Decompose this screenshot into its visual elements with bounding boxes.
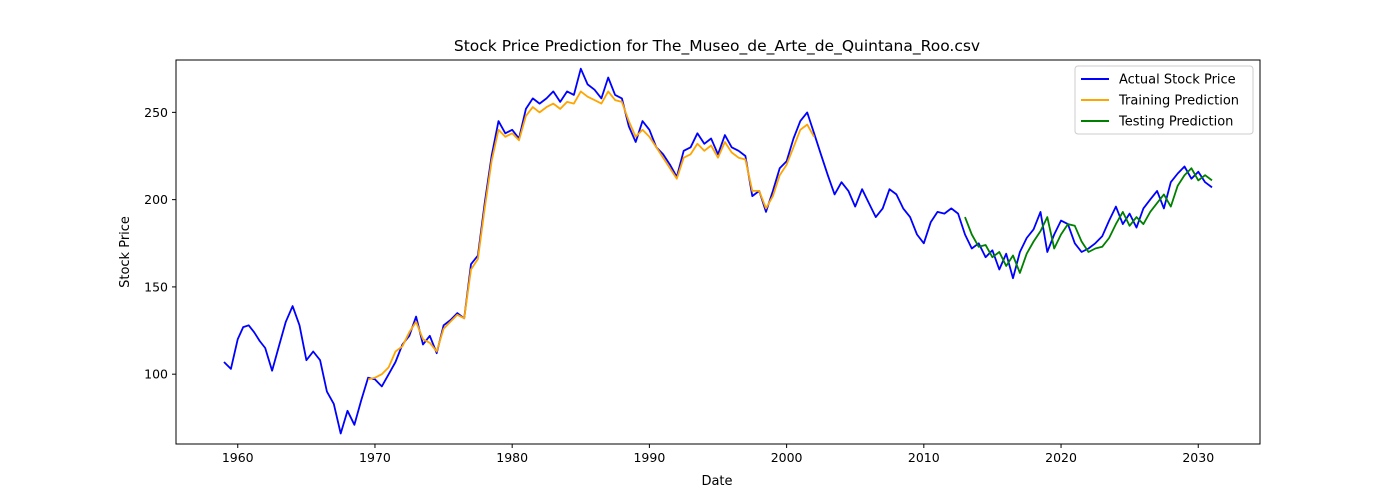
x-tick-label: 2000	[771, 450, 803, 465]
x-tick-label: 1970	[359, 450, 391, 465]
x-tick-label: 2030	[1182, 450, 1214, 465]
x-tick-label: 2010	[908, 450, 940, 465]
legend-label: Actual Stock Price	[1119, 73, 1236, 88]
x-axis: 1960 1970 1980 1990 2000 2010 2020 2030	[222, 444, 1214, 465]
legend-box	[1074, 65, 1254, 135]
x-axis-label: Date	[701, 474, 732, 489]
y-tick-label: 250	[144, 105, 168, 120]
y-tick-label: 150	[144, 279, 168, 294]
y-tick-label: 200	[144, 192, 168, 207]
series-line-testing-prediction	[964, 167, 1213, 274]
legend: Actual Stock Price Training Prediction Tes…	[1074, 65, 1254, 135]
series-line-actual-stock-price	[223, 67, 1213, 435]
legend-label: Training Prediction	[1118, 94, 1239, 109]
series-line-training-prediction	[367, 90, 815, 381]
x-tick-label: 1960	[222, 450, 254, 465]
x-tick-label: 2020	[1045, 450, 1077, 465]
legend-label: Testing Prediction	[1118, 115, 1233, 130]
chart-title: Stock Price Prediction for The_Museo_de_…	[454, 37, 980, 56]
plot-frame	[175, 59, 1261, 445]
x-tick-label: 1990	[633, 450, 665, 465]
x-tick-label: 1980	[496, 450, 528, 465]
y-axis-label: Stock Price	[118, 216, 133, 288]
y-axis: 100 150 200 250	[144, 105, 176, 382]
plot-lines	[223, 67, 1213, 435]
y-tick-label: 100	[144, 367, 168, 382]
